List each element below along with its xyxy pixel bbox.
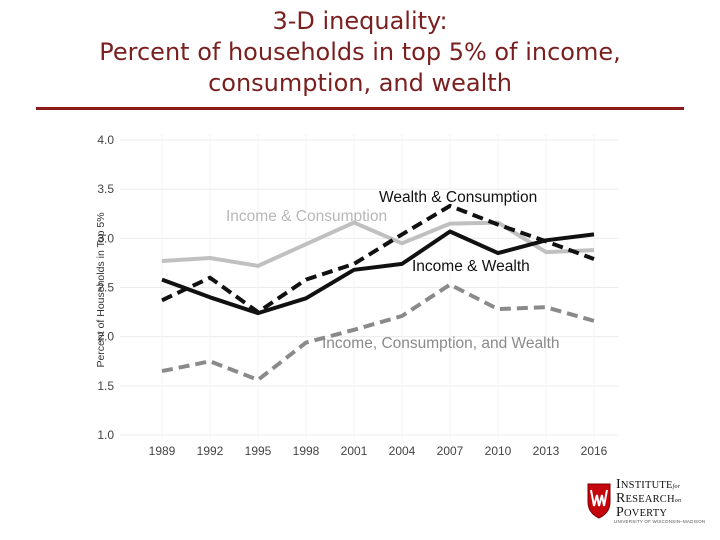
label-wealth-consumption: Wealth & Consumption bbox=[379, 189, 537, 206]
x-tick-label: 2001 bbox=[341, 444, 368, 458]
x-tick-label: 2010 bbox=[485, 444, 512, 458]
x-tick-label: 1998 bbox=[293, 444, 320, 458]
y-tick-label: 3.0 bbox=[97, 231, 114, 245]
line-chart: 1.0 1.5 2.0 2.5 3.0 3.5 4.0 1989 1992 1995 1998 20… bbox=[95, 133, 618, 458]
logo-wordmark: INSTITUTEfor RESEARCHon POVERTY bbox=[616, 477, 682, 520]
label-income-wealth: Income & Wealth bbox=[412, 258, 530, 275]
y-tick-label: 1.0 bbox=[97, 428, 114, 442]
y-tick-labels: 1.0 1.5 2.0 2.5 3.0 3.5 4.0 bbox=[97, 133, 114, 442]
y-tick-label: 2.5 bbox=[97, 281, 114, 295]
y-tick-label: 3.5 bbox=[97, 182, 114, 196]
chart-grid bbox=[120, 134, 618, 447]
title-line-2: Percent of households in top 5% of incom… bbox=[99, 38, 621, 66]
y-axis-label: Percent of Households in Top 5% bbox=[95, 212, 107, 367]
y-tick-label: 1.5 bbox=[97, 379, 114, 393]
series-income-wealth bbox=[161, 229, 595, 316]
series-income-consumption-wealth bbox=[161, 282, 595, 382]
title-rule bbox=[36, 107, 684, 110]
x-tick-label: 1992 bbox=[197, 444, 224, 458]
series-labels: Income & Consumption Wealth & Consumptio… bbox=[226, 189, 560, 352]
chart-series bbox=[161, 203, 595, 382]
x-tick-label: 1989 bbox=[149, 444, 176, 458]
x-tick-labels: 1989 1992 1995 1998 2001 2004 2007 2010 2013 2016 bbox=[149, 444, 608, 458]
label-income-consumption-wealth: Income, Consumption, and Wealth bbox=[322, 335, 560, 352]
x-tick-label: 2007 bbox=[437, 444, 464, 458]
label-income-consumption: Income & Consumption bbox=[226, 208, 387, 225]
series-wealth-consumption bbox=[161, 203, 595, 315]
uw-crest-icon bbox=[587, 483, 611, 519]
plot-area bbox=[120, 134, 618, 447]
x-tick-label: 2004 bbox=[389, 444, 416, 458]
title-line-3: consumption, and wealth bbox=[208, 69, 512, 97]
title-line-1: 3-D inequality: bbox=[272, 7, 448, 35]
irp-logo: INSTITUTEfor RESEARCHon POVERTY UNIVERSI… bbox=[584, 477, 705, 529]
series-income-consumption bbox=[161, 220, 595, 268]
slide-title: 3-D inequality: Percent of households in… bbox=[0, 6, 720, 99]
y-tick-label: 4.0 bbox=[97, 133, 114, 147]
logo-subtext: UNIVERSITY OF WISCONSIN–MADISON bbox=[614, 519, 706, 524]
y-tick-label: 2.0 bbox=[97, 330, 114, 344]
x-tick-label: 2013 bbox=[533, 444, 560, 458]
x-tick-label: 1995 bbox=[245, 444, 272, 458]
x-tick-label: 2016 bbox=[581, 444, 608, 458]
